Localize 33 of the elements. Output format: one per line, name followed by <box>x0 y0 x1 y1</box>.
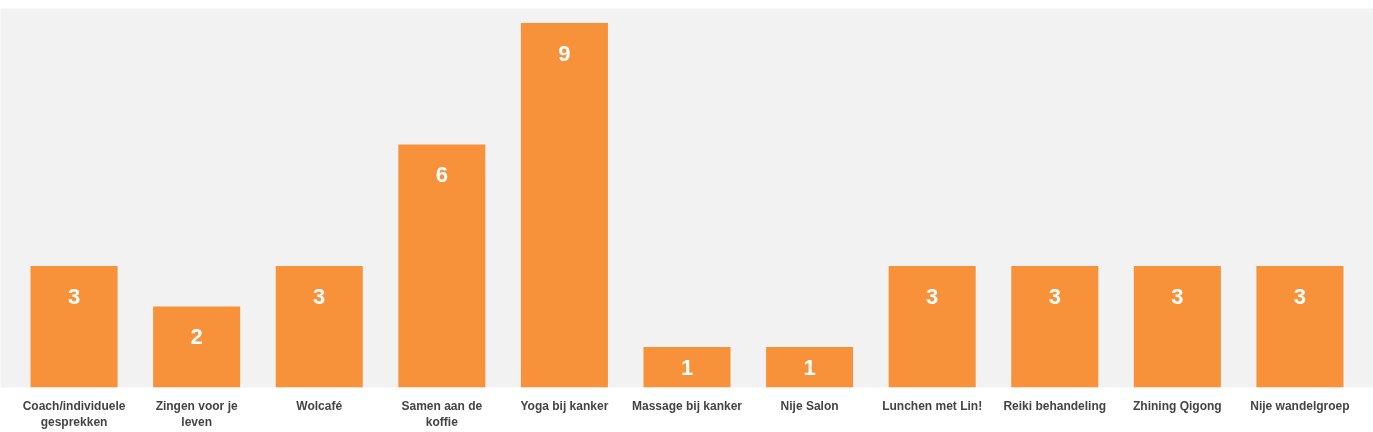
data-label: 3 <box>67 283 81 309</box>
x-tick-label: Wolcafé <box>296 398 343 413</box>
bar <box>888 266 976 388</box>
data-label: 1 <box>803 354 816 380</box>
x-tick-label: Coach/individuele gesprekken <box>22 398 126 430</box>
data-label: 6 <box>435 162 448 188</box>
x-tick-label: Zhining Qigong <box>1133 398 1222 413</box>
bar <box>643 347 731 388</box>
data-label: 3 <box>1293 283 1307 309</box>
bar <box>398 144 486 388</box>
x-tick-label: Reiki behandeling <box>1003 398 1107 413</box>
x-tick-label: Nije Salon <box>780 398 839 413</box>
data-label: 3 <box>926 283 939 309</box>
bar <box>1256 266 1344 388</box>
bar <box>1133 266 1221 388</box>
x-tick-label: Zingen voor je leven <box>155 398 238 430</box>
bar <box>30 266 118 388</box>
x-tick-label: Samen aan de koffie <box>401 398 483 430</box>
bar <box>766 347 854 388</box>
bar <box>520 23 608 388</box>
data-label: 2 <box>190 324 203 350</box>
data-label: 1 <box>680 354 694 380</box>
bar <box>1011 266 1099 388</box>
x-tick-label: Lunchen met Lin! <box>882 398 983 413</box>
x-tick-label: Massage bij kanker <box>631 398 743 413</box>
data-label: 3 <box>313 283 326 309</box>
x-tick-label: Yoga bij kanker <box>520 398 609 413</box>
data-label: 3 <box>1171 283 1184 309</box>
data-label: 9 <box>558 40 571 66</box>
bar <box>153 306 241 388</box>
bar <box>275 266 363 388</box>
x-tick-label: Nije wandelgroep <box>1250 398 1350 413</box>
data-label: 3 <box>1048 283 1061 309</box>
